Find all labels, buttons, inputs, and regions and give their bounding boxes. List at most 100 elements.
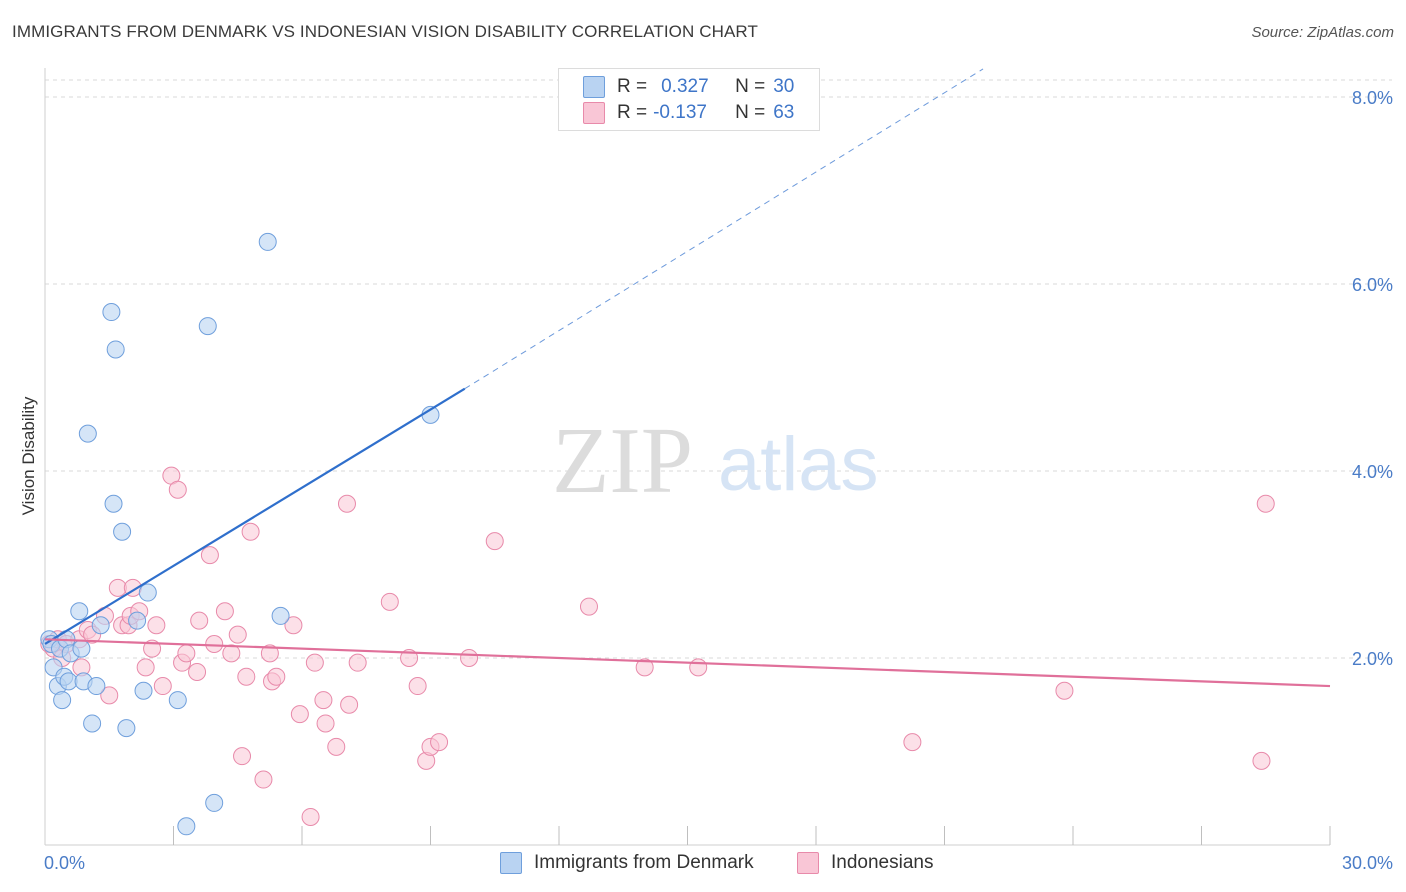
indonesians-point [1252,751,1271,770]
series-legend-denmark: Immigrants from Denmark [500,852,754,874]
indonesians-point [205,634,224,653]
denmark-point [271,606,290,625]
denmark-point [59,672,78,691]
legend-n-value: 30 [773,76,795,97]
correlation-legend: R = 0.327 N = 30 R = -0.137 N = 63 [558,68,820,131]
legend-n-label: N = [735,102,766,123]
indonesians-trendline [44,638,1331,688]
indonesians-point [222,644,241,663]
chart-title: IMMIGRANTS FROM DENMARK VS INDONESIAN VI… [12,22,758,41]
denmark-point [128,611,147,630]
indonesians-point [485,532,504,551]
indonesians-point [284,616,303,635]
legend-n-value: 63 [773,102,795,123]
legend-r-value: 0.327 [661,76,709,97]
denmark-trendline-extension [464,68,984,390]
indonesians-point [254,770,273,789]
indonesians-point [635,658,654,677]
legend-swatch-blue [583,76,605,98]
legend-r-label: R = [617,76,648,97]
indonesians-point [337,494,356,513]
indonesians-point [168,480,187,499]
denmark-point [53,691,72,710]
indonesians-point [228,625,247,644]
indonesians-point [233,747,252,766]
series-swatch-pink [797,852,819,874]
denmark-point [70,602,89,621]
indonesians-point [147,616,166,635]
denmark-point [87,677,106,696]
y-tick-label: 4.0% [1352,462,1393,482]
indonesians-point [1055,681,1074,700]
indonesians-point [260,644,279,663]
indonesians-point [290,705,309,724]
legend-r-label: R = [617,102,648,123]
indonesians-point [200,546,219,565]
series-swatch-blue [500,852,522,874]
legend-swatch-pink [583,102,605,124]
denmark-point [205,793,224,812]
indonesians-point [237,667,256,686]
indonesians-point [305,653,324,672]
series-name-denmark: Immigrants from Denmark [534,852,754,873]
denmark-point [106,340,125,359]
denmark-point [102,303,121,322]
y-axis-label: Vision Disability [19,396,38,515]
indonesians-point [136,658,155,677]
denmark-point [91,616,110,635]
source-label: Source: ZipAtlas.com [1251,24,1394,41]
indonesians-point [267,667,286,686]
watermark-zip: ZIP [552,409,693,513]
denmark-point [134,681,153,700]
indonesians-point [100,686,119,705]
indonesians-point [188,663,207,682]
indonesians-point [408,677,427,696]
denmark-point [258,232,277,251]
series-name-indonesians: Indonesians [831,852,934,873]
indonesians-point [177,644,196,663]
denmark-trendline [44,387,466,645]
indonesians-point [108,578,127,597]
indonesians-point [314,691,333,710]
indonesians-point [348,653,367,672]
denmark-point [168,691,187,710]
legend-row-denmark: R = 0.327 N = 30 [583,75,794,99]
indonesians-point [301,807,320,826]
indonesians-point [327,737,346,756]
axes [44,68,1331,846]
denmark-point [117,719,136,738]
indonesians-point [579,597,598,616]
indonesians-point [460,649,479,667]
indonesians-point [316,714,335,733]
indonesians-point [340,695,359,714]
series-legend-indonesians: Indonesians [797,852,933,874]
indonesians-point [1256,494,1275,513]
denmark-point [113,522,132,541]
indonesians-point [215,602,234,621]
indonesians-point [689,658,708,677]
y-tick-label: 8.0% [1352,88,1393,108]
indonesians-point [190,611,209,630]
x-tick-label: 30.0% [1342,853,1393,873]
denmark-point [78,424,97,443]
denmark-points [40,232,440,836]
indonesians-point [241,522,260,541]
legend-row-indonesians: R = -0.137 N = 63 [583,101,794,125]
y-tick-label: 6.0% [1352,275,1393,295]
watermark: ZIP atlas [552,409,879,513]
watermark-atlas: atlas [718,422,879,507]
denmark-point [198,317,217,336]
denmark-point [177,817,196,836]
legend-r-value: -0.137 [653,102,707,123]
tick-labels: 2.0% 4.0% 6.0% 8.0% 0.0% 30.0% [44,88,1393,873]
indonesians-point [903,733,922,752]
denmark-point [83,714,102,733]
y-tick-label: 2.0% [1352,649,1393,669]
indonesians-point [380,592,399,611]
trendlines [44,68,1331,688]
indonesians-point [153,677,172,696]
denmark-point [72,639,91,658]
denmark-point [104,494,123,513]
denmark-point [138,583,157,602]
